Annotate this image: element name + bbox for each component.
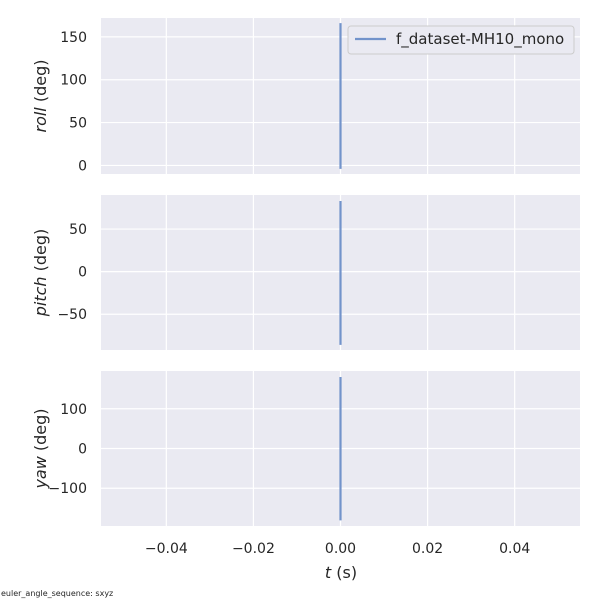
y-tick-label: 0 xyxy=(78,265,87,281)
euler-sequence-footnote: euler_angle_sequence: sxyz xyxy=(1,589,114,598)
x-tick-label: 0.00 xyxy=(325,541,356,557)
y-axis-label-yaw: yaw (deg) xyxy=(31,408,50,489)
y-tick-label: 50 xyxy=(69,116,87,132)
panel-yaw: −100 0 100 yaw (deg) xyxy=(31,371,580,526)
x-tick-label: −0.02 xyxy=(232,541,275,557)
y-tick-label: 0 xyxy=(78,442,87,458)
legend-box xyxy=(347,25,575,55)
panel-roll: 0 50 100 150 roll (deg) f_dataset-MH10_mono xyxy=(31,18,580,174)
panel-pitch: −50 0 50 pitch (deg) xyxy=(31,195,580,350)
legend: f_dataset-MH10_mono xyxy=(347,25,575,55)
x-tick-labels: −0.04 −0.02 0.00 0.02 0.04 xyxy=(145,541,530,557)
y-axis-label-pitch: pitch (deg) xyxy=(31,229,50,318)
x-tick-label: 0.04 xyxy=(499,541,530,557)
y-tick-label: 0 xyxy=(78,158,87,174)
y-tick-label: 150 xyxy=(60,30,87,46)
y-tick-label: −100 xyxy=(49,481,87,497)
y-tick-label: −50 xyxy=(57,307,87,323)
x-tick-label: 0.02 xyxy=(412,541,443,557)
y-tick-label: 50 xyxy=(69,222,87,238)
legend-entry: f_dataset-MH10_mono xyxy=(396,30,564,49)
x-axis-label: t (s) xyxy=(325,563,357,582)
y-tick-label: 100 xyxy=(60,402,87,418)
x-tick-label: −0.04 xyxy=(145,541,188,557)
y-tick-label: 100 xyxy=(60,73,87,89)
y-axis-label-roll: roll (deg) xyxy=(31,60,50,133)
